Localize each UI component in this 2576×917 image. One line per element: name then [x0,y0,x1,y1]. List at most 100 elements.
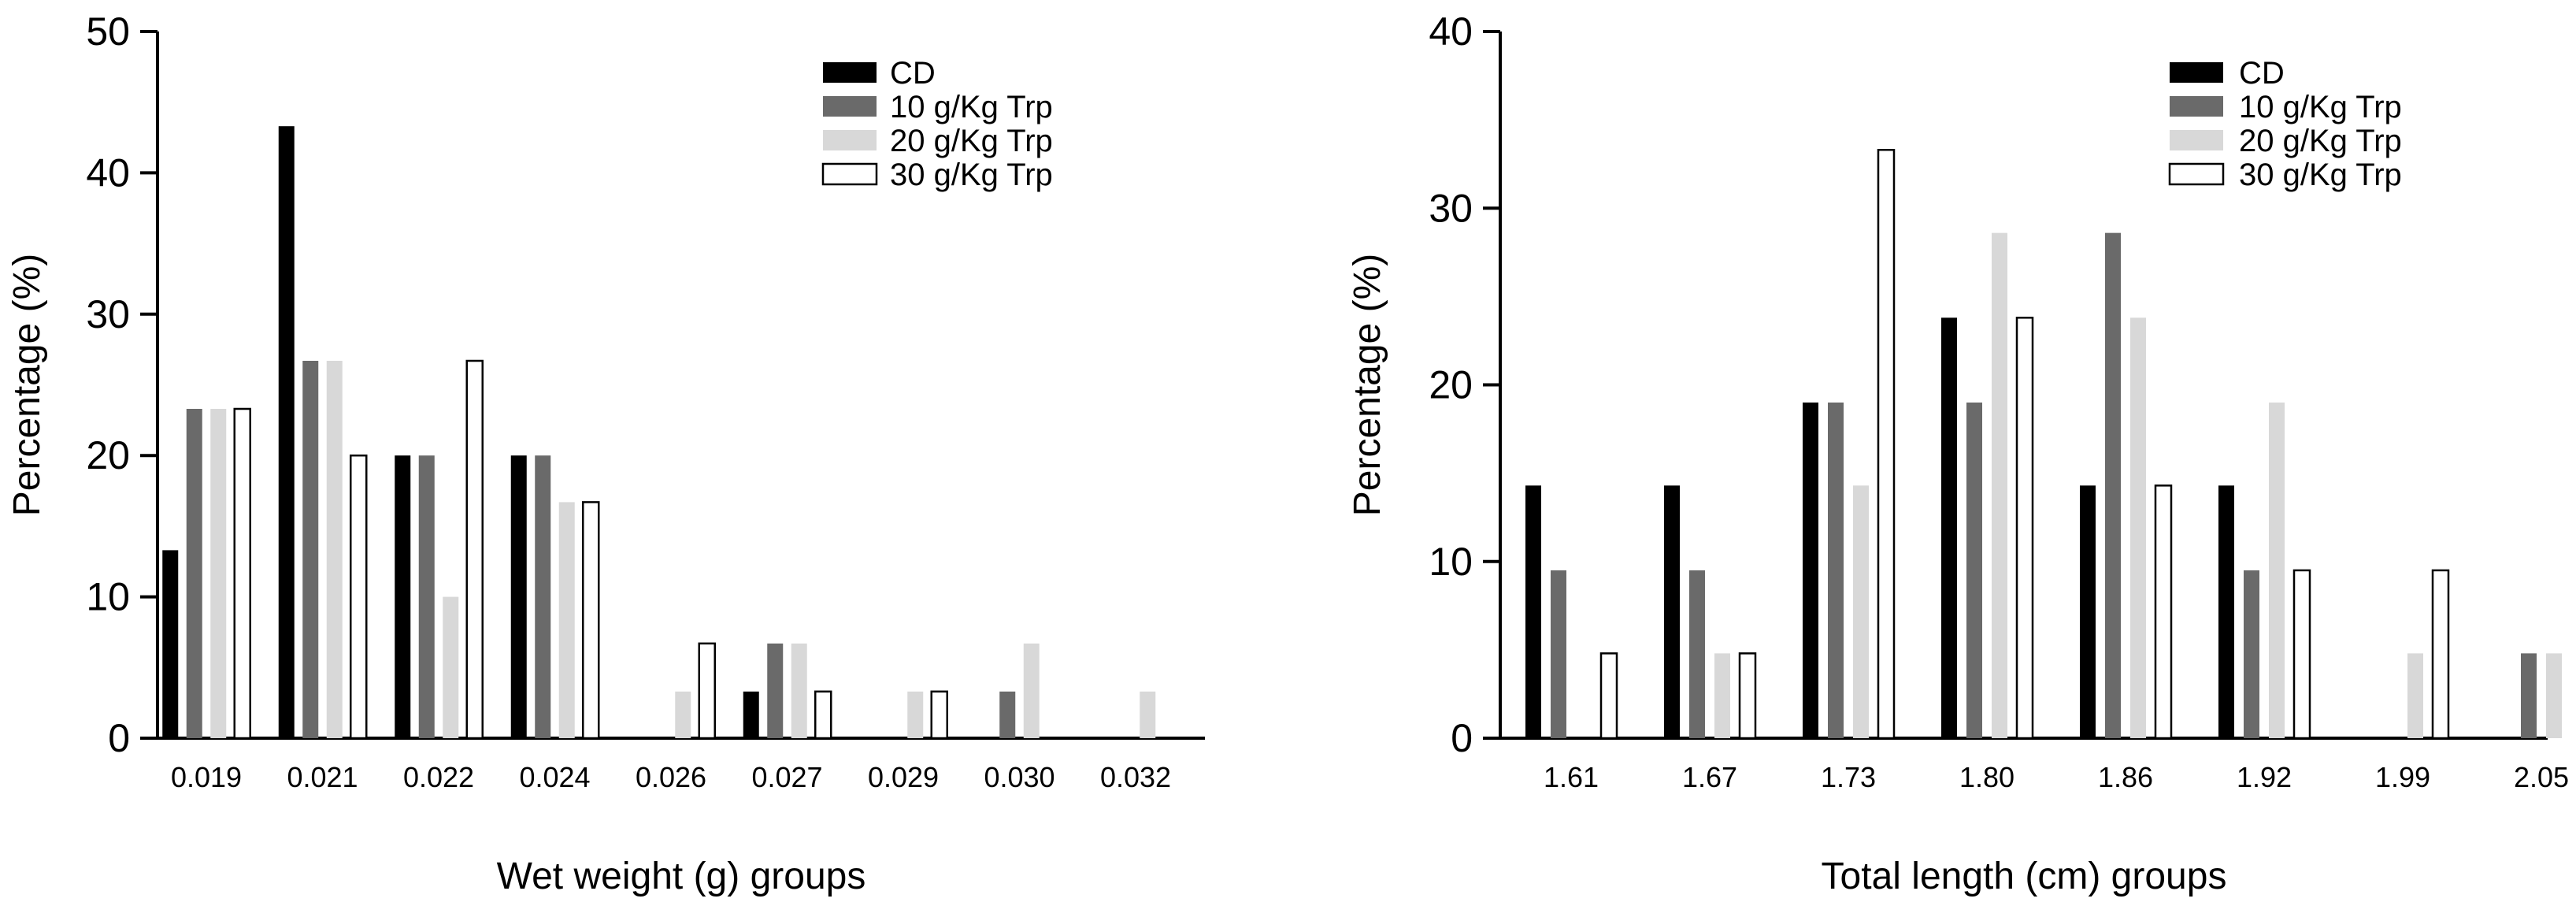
bar-cd-0.024 [510,455,527,738]
bar-30-g-kg-trp-0.021 [350,454,368,740]
x-tick-label: 0.024 [519,761,590,793]
bar-10-g-kg-trp-0.027 [767,643,784,738]
bar-cd-1.92 [2218,485,2234,738]
bar-10-g-kg-trp-1.61 [1551,570,1566,738]
legend-label: 30 g/Kg Trp [890,158,1053,192]
legend-swatch [823,130,877,150]
bar-20-g-kg-trp-1.86 [2130,317,2146,738]
bar-30-g-kg-trp-1.61 [1599,652,1618,740]
y-axis-title: Percentage (%) [6,254,48,517]
bar-30-g-kg-trp-1.99 [2431,569,2450,740]
y-tick-label: 10 [1429,540,1473,584]
y-tick-label: 40 [86,150,130,195]
bar-10-g-kg-trp-1.92 [2244,570,2259,738]
x-tick-label: 0.022 [403,761,474,793]
bar-cd-1.61 [1525,485,1541,738]
y-tick-label: 50 [86,9,130,54]
legend-label: 20 g/Kg Trp [2239,124,2402,158]
legend-label: CD [2239,56,2285,91]
bar-20-g-kg-trp-0.021 [326,361,343,738]
bar-30-g-kg-trp-1.73 [1877,148,1896,740]
bar-10-g-kg-trp-2.05 [2521,653,2537,738]
bar-20-g-kg-trp-0.026 [675,691,691,738]
bar-cd-1.73 [1803,402,1818,738]
legend-label: 10 g/Kg Trp [890,90,1053,124]
bar-10-g-kg-trp-0.030 [999,691,1016,738]
bar-10-g-kg-trp-0.021 [302,361,319,738]
y-tick-label: 40 [1429,9,1473,54]
bar-cd-0.019 [162,550,179,738]
x-tick-label: 2.05 [2514,761,2569,793]
bar-20-g-kg-trp-2.05 [2546,653,2562,738]
legend-label: 30 g/Kg Trp [2239,158,2402,192]
x-tick-label: 1.92 [2237,761,2292,793]
legend-swatch [821,162,878,186]
bar-20-g-kg-trp-1.99 [2407,653,2423,738]
legend-swatch [2168,162,2225,186]
x-tick-label: 1.67 [1682,761,1737,793]
wet-weight-chart: 0 10 20 30 40 50 0.019 0.021 0.022 0.024 0.026 0.02… [6,9,1205,897]
bar-cd-1.86 [2080,485,2096,738]
bar-30-g-kg-trp-0.022 [465,359,484,740]
y-tick-label: 30 [1429,186,1473,230]
bar-10-g-kg-trp-1.67 [1689,570,1705,738]
bar-10-g-kg-trp-0.022 [418,455,435,738]
bar-10-g-kg-trp-0.019 [186,408,202,738]
legend-label: 10 g/Kg Trp [2239,90,2402,124]
x-tick-label: 1.86 [2098,761,2153,793]
y-tick-label: 30 [86,292,130,336]
bar-30-g-kg-trp-0.029 [930,690,948,740]
x-tick-label: 1.61 [1544,761,1599,793]
x-tick-label: 0.019 [171,761,242,793]
y-axis-title: Percentage (%) [1347,254,1388,517]
legend-swatch [823,62,877,83]
bar-30-g-kg-trp-0.026 [698,642,716,740]
legend-swatch [2170,96,2223,117]
bar-10-g-kg-trp-1.86 [2105,232,2121,738]
bar-20-g-kg-trp-0.022 [443,596,459,738]
bar-20-g-kg-trp-1.67 [1714,653,1730,738]
legend-swatch [823,96,877,117]
legend-label: 20 g/Kg Trp [890,124,1053,158]
x-tick-label: 1.73 [1821,761,1876,793]
bar-30-g-kg-trp-1.92 [2292,569,2311,740]
y-tick-label: 20 [86,433,130,477]
bar-20-g-kg-trp-0.019 [210,408,227,738]
total-length-chart: 0 10 20 30 40 1.61 1.67 1.73 1.80 1.86 1.92 1.99 2.0… [1347,9,2569,897]
bar-cd-1.67 [1664,485,1680,738]
bar-20-g-kg-trp-0.029 [907,691,924,738]
x-tick-label: 0.026 [636,761,706,793]
bar-10-g-kg-trp-0.024 [535,455,551,738]
legend-swatch [2170,62,2223,83]
bar-cd-0.021 [278,126,295,738]
bar-20-g-kg-trp-0.030 [1023,643,1040,738]
legend-swatch [2170,130,2223,150]
bar-20-g-kg-trp-1.73 [1853,485,1869,738]
bar-30-g-kg-trp-1.80 [2015,317,2034,740]
bar-20-g-kg-trp-0.032 [1140,691,1156,738]
bar-20-g-kg-trp-1.80 [1992,232,2007,738]
bar-30-g-kg-trp-1.67 [1738,652,1757,740]
bar-30-g-kg-trp-1.86 [2154,484,2173,740]
bar-cd-0.027 [743,691,759,738]
bar-30-g-kg-trp-0.024 [582,501,600,740]
x-tick-label: 0.030 [984,761,1054,793]
bar-20-g-kg-trp-1.92 [2269,402,2285,738]
x-tick-label: 0.032 [1100,761,1171,793]
bar-20-g-kg-trp-0.024 [558,502,575,738]
y-tick-label: 20 [1429,363,1473,407]
legend-label: CD [890,56,936,91]
y-tick-label: 0 [1451,716,1473,760]
bar-20-g-kg-trp-0.027 [791,643,807,738]
bar-30-g-kg-trp-0.027 [814,690,832,740]
y-tick-label: 10 [86,575,130,619]
y-tick-label: 0 [108,716,130,760]
x-axis-title: Total length (cm) groups [1822,856,2227,897]
x-tick-label: 0.027 [751,761,822,793]
x-tick-label: 1.80 [1959,761,2014,793]
bar-10-g-kg-trp-1.73 [1828,402,1844,738]
x-tick-label: 1.99 [2375,761,2430,793]
